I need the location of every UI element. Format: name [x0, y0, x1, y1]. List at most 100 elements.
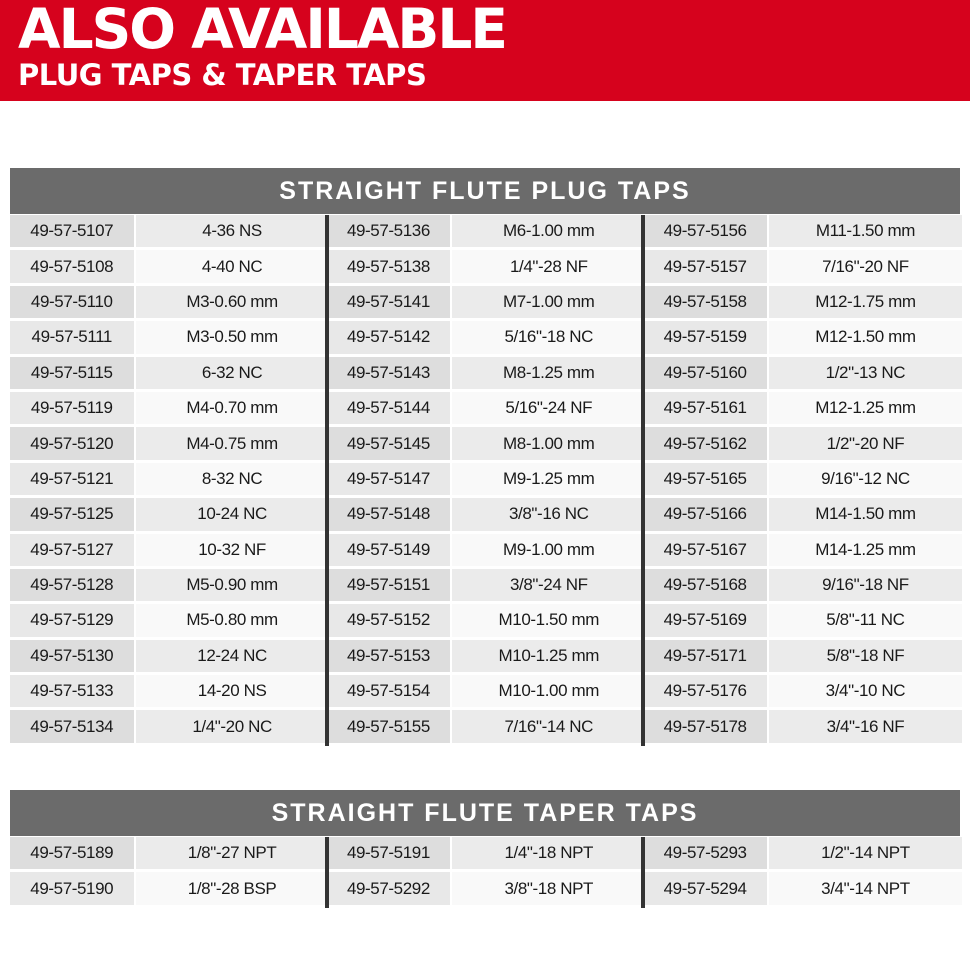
row-pair: 49-57-5156 M11-1.50 mm — [643, 215, 962, 250]
size-cell: 8-32 NC — [135, 462, 329, 496]
size-cell: M3-0.50 mm — [135, 321, 329, 354]
row-pair: 49-57-5148 3/8"-16 NC — [326, 498, 646, 533]
size-cell: 7/16"-20 NF — [768, 250, 962, 283]
row-pair: 49-57-5178 3/4"-16 NF — [643, 710, 962, 745]
size-cell: M8-1.00 mm — [452, 427, 646, 460]
part-number-cell: 49-57-5119 — [10, 391, 134, 425]
size-cell: M10-1.00 mm — [452, 675, 646, 708]
part-number-cell: 49-57-5110 — [10, 285, 134, 319]
size-cell: 3/4"-16 NF — [768, 710, 962, 743]
size-cell: M4-0.75 mm — [135, 427, 329, 460]
size-cell: 4-40 NC — [135, 250, 329, 283]
row-pair: 49-57-5158 M12-1.75 mm — [643, 285, 962, 321]
part-number-cell: 49-57-5156 — [643, 215, 767, 248]
part-number-cell: 49-57-5149 — [326, 533, 451, 566]
row-pair: 49-57-5155 7/16"-14 NC — [326, 710, 646, 745]
size-cell: 12-24 NC — [135, 639, 329, 673]
part-number-cell: 49-57-5154 — [326, 675, 451, 708]
row-pair: 49-57-5190 1/8"-28 BSP — [10, 872, 329, 907]
size-cell: M8-1.25 mm — [452, 356, 646, 389]
size-cell: 10-24 NC — [135, 498, 329, 531]
table-title: STRAIGHT FLUTE TAPER TAPS — [10, 790, 960, 837]
table-row: 49-57-5129 M5-0.80 mm 49-57-5152 M10-1.50 m… — [10, 604, 962, 640]
table-row: 49-57-5111 M3-0.50 mm 49-57-5142 5/16"-18 N… — [10, 321, 962, 357]
part-number-cell: 49-57-5130 — [10, 639, 134, 673]
part-number-cell: 49-57-5171 — [643, 639, 767, 673]
table-row: 49-57-5110 M3-0.60 mm 49-57-5141 M7-1.00 mm… — [10, 285, 962, 322]
part-number-cell: 49-57-5107 — [10, 215, 134, 248]
column-divider — [641, 837, 646, 908]
size-cell: M4-0.70 mm — [135, 391, 329, 425]
row-pair: 49-57-5111 M3-0.50 mm — [10, 321, 329, 356]
row-pair: 49-57-5294 3/4"-14 NPT — [643, 872, 962, 907]
column-divider — [324, 837, 329, 908]
size-cell: 1/2"-13 NC — [768, 356, 962, 389]
table-body: 49-57-5107 4-36 NS 49-57-5136 M6-1.00 mm 49-… — [10, 215, 962, 746]
size-cell: 3/8"-18 NPT — [452, 872, 646, 905]
row-pair: 49-57-5145 M8-1.00 mm — [326, 427, 646, 462]
row-pair: 49-57-5130 12-24 NC — [10, 639, 329, 675]
part-number-cell: 49-57-5152 — [326, 604, 451, 637]
row-pair: 49-57-5121 8-32 NC — [10, 462, 329, 498]
part-number-cell: 49-57-5136 — [326, 215, 451, 248]
row-pair: 49-57-5293 1/2"-14 NPT — [643, 837, 962, 872]
row-pair: 49-57-5129 M5-0.80 mm — [10, 604, 329, 639]
row-pair: 49-57-5107 4-36 NS — [10, 215, 329, 250]
row-pair: 49-57-5165 9/16"-12 NC — [643, 462, 962, 498]
size-cell: 1/2"-20 NF — [768, 427, 962, 460]
part-number-cell: 49-57-5162 — [643, 427, 767, 460]
part-number-cell: 49-57-5141 — [326, 285, 451, 319]
size-cell: 5/8"-11 NC — [768, 604, 962, 637]
size-cell: M5-0.80 mm — [135, 604, 329, 637]
row-pair: 49-57-5144 5/16"-24 NF — [326, 391, 646, 427]
row-pair: 49-57-5157 7/16"-20 NF — [643, 250, 962, 285]
row-pair: 49-57-5152 M10-1.50 mm — [326, 604, 646, 639]
part-number-cell: 49-57-5160 — [643, 356, 767, 389]
part-number-cell: 49-57-5191 — [326, 837, 451, 870]
part-number-cell: 49-57-5161 — [643, 391, 767, 425]
row-pair: 49-57-5119 M4-0.70 mm — [10, 391, 329, 427]
size-cell: M9-1.25 mm — [452, 462, 646, 496]
banner-subtitle: PLUG TAPS & TAPER TAPS — [18, 58, 427, 92]
row-pair: 49-57-5138 1/4"-28 NF — [326, 250, 646, 285]
size-cell: 10-32 NF — [135, 533, 329, 566]
part-number-cell: 49-57-5127 — [10, 533, 134, 566]
taper-taps-table: STRAIGHT FLUTE TAPER TAPS 49-57-5189 1/8"… — [10, 790, 962, 908]
part-number-cell: 49-57-5292 — [326, 872, 451, 905]
row-pair: 49-57-5292 3/8"-18 NPT — [326, 872, 646, 907]
size-cell: 1/4"-28 NF — [452, 250, 646, 283]
table-row: 49-57-5189 1/8"-27 NPT 49-57-5191 1/4"-18 N… — [10, 837, 962, 873]
size-cell: M9-1.00 mm — [452, 533, 646, 566]
part-number-cell: 49-57-5108 — [10, 250, 134, 283]
size-cell: 6-32 NC — [135, 356, 329, 389]
part-number-cell: 49-57-5148 — [326, 498, 451, 531]
table-row: 49-57-5107 4-36 NS 49-57-5136 M6-1.00 mm 49-… — [10, 215, 962, 251]
part-number-cell: 49-57-5128 — [10, 568, 134, 602]
row-pair: 49-57-5110 M3-0.60 mm — [10, 285, 329, 321]
row-pair: 49-57-5153 M10-1.25 mm — [326, 639, 646, 675]
part-number-cell: 49-57-5129 — [10, 604, 134, 637]
part-number-cell: 49-57-5167 — [643, 533, 767, 566]
size-cell: 1/2"-14 NPT — [768, 837, 962, 870]
size-cell: M10-1.50 mm — [452, 604, 646, 637]
row-pair: 49-57-5108 4-40 NC — [10, 250, 329, 285]
headline-banner: ALSO AVAILABLE PLUG TAPS & TAPER TAPS — [0, 0, 970, 101]
row-pair: 49-57-5191 1/4"-18 NPT — [326, 837, 646, 872]
part-number-cell: 49-57-5138 — [326, 250, 451, 283]
part-number-cell: 49-57-5133 — [10, 675, 134, 708]
row-pair: 49-57-5141 M7-1.00 mm — [326, 285, 646, 321]
part-number-cell: 49-57-5165 — [643, 462, 767, 496]
part-number-cell: 49-57-5151 — [326, 568, 451, 602]
part-number-cell: 49-57-5190 — [10, 872, 134, 905]
part-number-cell: 49-57-5147 — [326, 462, 451, 496]
part-number-cell: 49-57-5155 — [326, 710, 451, 743]
size-cell: M6-1.00 mm — [452, 215, 646, 248]
row-pair: 49-57-5149 M9-1.00 mm — [326, 533, 646, 569]
row-pair: 49-57-5143 M8-1.25 mm — [326, 356, 646, 392]
size-cell: M11-1.50 mm — [768, 215, 962, 248]
table-row: 49-57-5115 6-32 NC 49-57-5143 M8-1.25 mm 49-… — [10, 356, 962, 392]
size-cell: M14-1.25 mm — [768, 533, 962, 566]
size-cell: M12-1.50 mm — [768, 321, 962, 354]
part-number-cell: 49-57-5293 — [643, 837, 767, 870]
